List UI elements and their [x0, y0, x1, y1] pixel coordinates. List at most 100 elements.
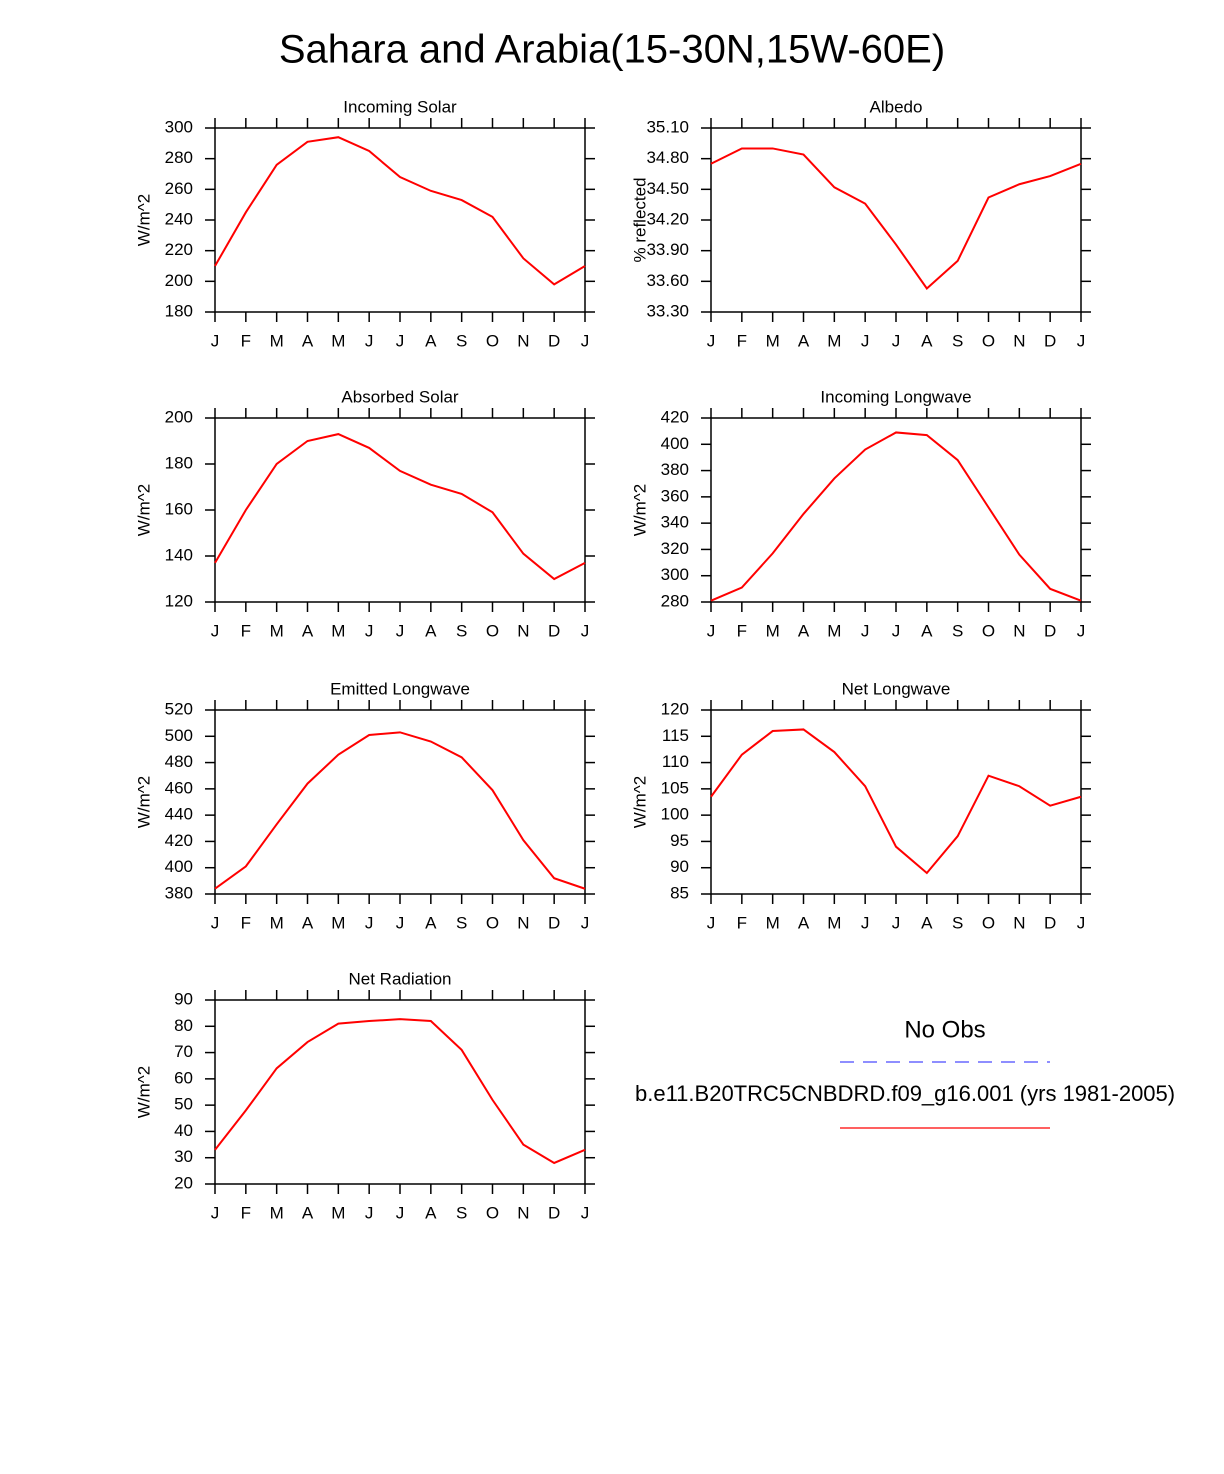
- y-tick-label: 400: [165, 857, 193, 876]
- y-tick-label: 380: [661, 460, 689, 479]
- x-tick-label: A: [302, 621, 314, 640]
- x-tick-label: N: [1013, 621, 1025, 640]
- y-axis-label: W/m^2: [630, 484, 649, 536]
- x-tick-label: D: [548, 331, 560, 350]
- panel-title: Net Radiation: [348, 969, 451, 988]
- y-tick-label: 33.60: [646, 271, 689, 290]
- x-tick-label: J: [396, 331, 405, 350]
- x-tick-label: M: [331, 331, 345, 350]
- x-tick-label: J: [365, 331, 374, 350]
- x-tick-label: D: [548, 1203, 560, 1222]
- y-tick-label: 520: [165, 699, 193, 718]
- y-tick-label: 120: [165, 591, 193, 610]
- y-tick-label: 34.80: [646, 148, 689, 167]
- y-axis-label: W/m^2: [134, 1066, 153, 1118]
- x-tick-label: J: [707, 913, 716, 932]
- data-line: [214, 731, 586, 890]
- y-tick-label: 80: [174, 1016, 193, 1035]
- plot-frame: [710, 127, 1082, 313]
- x-tick-label: J: [581, 1203, 590, 1222]
- y-tick-label: 34.50: [646, 179, 689, 198]
- x-tick-label: D: [1044, 621, 1056, 640]
- x-tick-label: O: [486, 331, 499, 350]
- x-tick-label: J: [365, 621, 374, 640]
- x-tick-label: J: [892, 331, 901, 350]
- y-tick-label: 50: [174, 1095, 193, 1114]
- y-tick-label: 34.20: [646, 209, 689, 228]
- plot-frame: [214, 417, 586, 603]
- y-tick-label: 180: [165, 301, 193, 320]
- figure-title: Sahara and Arabia(15-30N,15W-60E): [279, 28, 945, 72]
- legend-label: No Obs: [904, 1016, 985, 1043]
- y-axis-label: W/m^2: [134, 484, 153, 536]
- x-tick-label: A: [302, 1203, 314, 1222]
- y-tick-label: 20: [174, 1173, 193, 1192]
- x-tick-label: J: [211, 1203, 220, 1222]
- y-tick-label: 180: [165, 453, 193, 472]
- y-tick-label: 320: [661, 539, 689, 558]
- x-tick-label: F: [737, 331, 747, 350]
- y-tick-label: 33.90: [646, 240, 689, 259]
- x-tick-label: J: [581, 331, 590, 350]
- y-axis-label: % reflected: [630, 177, 649, 262]
- y-tick-label: 220: [165, 240, 193, 259]
- x-tick-label: A: [921, 913, 933, 932]
- x-tick-label: O: [486, 1203, 499, 1222]
- x-tick-label: J: [211, 913, 220, 932]
- y-tick-label: 60: [174, 1068, 193, 1087]
- y-tick-label: 160: [165, 499, 193, 518]
- y-tick-label: 90: [174, 989, 193, 1008]
- x-tick-label: A: [921, 331, 933, 350]
- x-tick-label: J: [892, 913, 901, 932]
- x-tick-label: O: [486, 913, 499, 932]
- y-tick-label: 85: [670, 883, 689, 902]
- plot-frame: [710, 709, 1082, 895]
- y-tick-label: 500: [165, 726, 193, 745]
- data-line: [710, 147, 1082, 290]
- y-tick-label: 200: [165, 271, 193, 290]
- y-tick-label: 380: [165, 883, 193, 902]
- x-tick-label: F: [241, 331, 251, 350]
- x-tick-label: M: [331, 913, 345, 932]
- panel-title: Emitted Longwave: [330, 679, 470, 698]
- plot-frame: [214, 127, 586, 313]
- x-tick-label: F: [241, 621, 251, 640]
- data-line: [214, 136, 586, 286]
- x-tick-label: M: [331, 1203, 345, 1222]
- x-tick-label: A: [302, 331, 314, 350]
- x-tick-label: S: [952, 331, 963, 350]
- panel-title: Net Longwave: [842, 679, 951, 698]
- y-tick-label: 30: [174, 1147, 193, 1166]
- x-tick-label: J: [581, 621, 590, 640]
- panel-title: Incoming Solar: [343, 97, 457, 116]
- x-tick-label: O: [486, 621, 499, 640]
- x-tick-label: M: [270, 331, 284, 350]
- x-tick-label: F: [737, 621, 747, 640]
- y-tick-label: 90: [670, 857, 689, 876]
- x-tick-label: D: [1044, 331, 1056, 350]
- x-tick-label: J: [861, 621, 870, 640]
- data-line: [214, 433, 586, 581]
- x-tick-label: J: [707, 621, 716, 640]
- x-tick-label: J: [365, 913, 374, 932]
- x-tick-label: M: [270, 621, 284, 640]
- x-tick-label: M: [270, 1203, 284, 1222]
- y-tick-label: 400: [661, 434, 689, 453]
- x-tick-label: M: [766, 621, 780, 640]
- x-tick-label: J: [892, 621, 901, 640]
- y-tick-label: 140: [165, 545, 193, 564]
- data-line: [710, 728, 1082, 875]
- y-tick-label: 200: [165, 407, 193, 426]
- plot-frame: [214, 709, 586, 895]
- x-tick-label: N: [1013, 331, 1025, 350]
- x-tick-label: J: [396, 621, 405, 640]
- y-tick-label: 100: [661, 805, 689, 824]
- y-tick-label: 420: [661, 407, 689, 426]
- y-axis-label: W/m^2: [134, 194, 153, 246]
- data-line: [214, 1018, 586, 1165]
- plot-frame: [214, 999, 586, 1185]
- x-tick-label: D: [548, 621, 560, 640]
- x-tick-label: M: [331, 621, 345, 640]
